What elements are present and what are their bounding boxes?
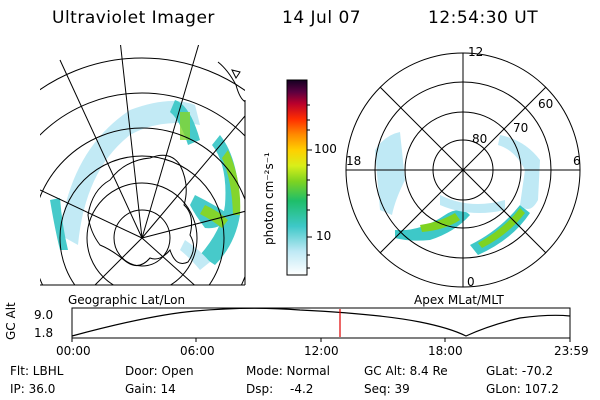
aurora-geographic — [50, 100, 241, 270]
polar-plot — [345, 52, 581, 288]
geographic-caption: Geographic Lat/Lon — [68, 293, 186, 307]
colorbar-unit-label: photon cm⁻²s⁻¹ — [262, 152, 276, 245]
colorbar-tick-100: 100 — [314, 142, 337, 156]
instrument-title: Ultraviolet Imager — [52, 8, 215, 28]
mlat-label-70: 70 — [513, 121, 529, 135]
gain-status: Gain: 14 — [125, 382, 176, 396]
time-readout: 12:54:30 UT — [428, 8, 539, 28]
ip-status: IP: 36.0 — [10, 382, 56, 396]
aurora-polar — [375, 132, 540, 255]
date-readout: 14 Jul 07 — [282, 8, 362, 28]
glon-status: GLon: 107.2 — [486, 382, 559, 396]
timeline-ytick-max: 9.0 — [34, 308, 54, 322]
seq-status: Seq: 39 — [364, 382, 410, 396]
gc-alt-status: GC Alt: 8.4 Re — [364, 364, 448, 378]
timeline-xtick-0000: 00:00 — [56, 344, 91, 358]
mlat-label-60: 60 — [538, 97, 554, 111]
timeline-xtick-0600: 06:00 — [180, 344, 215, 358]
timeline-plot — [71, 307, 571, 342]
mlt-label-6: 6 — [573, 154, 581, 168]
filter-status: Flt: LBHL — [10, 364, 64, 378]
timeline-ylabel: GC Alt — [4, 302, 18, 340]
timeline-xtick-2359: 23:59 — [554, 344, 589, 358]
dsp-value: -4.2 — [290, 382, 314, 396]
timeline-xtick-1800: 18:00 — [428, 344, 463, 358]
colorbar — [286, 79, 312, 276]
timeline-xtick-1200: 12:00 — [304, 344, 339, 358]
mlt-label-0: 0 — [467, 275, 475, 289]
mlt-label-12: 12 — [468, 45, 484, 59]
door-status: Door: Open — [125, 364, 194, 378]
geographic-map — [40, 45, 245, 285]
mlt-label-18: 18 — [346, 154, 362, 168]
apex-caption: Apex MLat/MLT — [414, 293, 504, 307]
timeline-ytick-min: 1.8 — [34, 326, 54, 340]
colorbar-tick-10: 10 — [316, 229, 332, 243]
dsp-label: Dsp: — [246, 382, 274, 396]
mlat-label-80: 80 — [472, 132, 488, 146]
glat-status: GLat: -70.2 — [486, 364, 553, 378]
mode-status: Mode: Normal — [246, 364, 330, 378]
